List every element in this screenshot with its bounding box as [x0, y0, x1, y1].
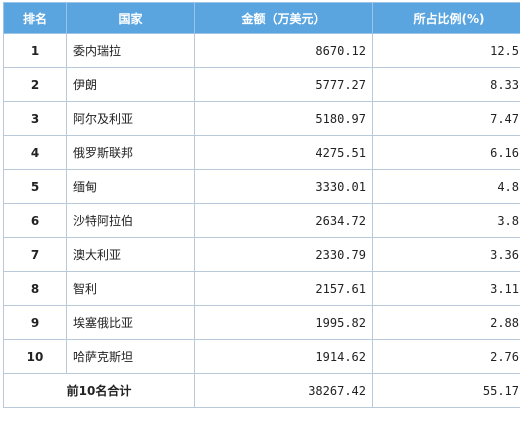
country-cell: 俄罗斯联邦	[66, 135, 195, 170]
country-cell: 澳大利亚	[66, 237, 195, 272]
table-row: 5 缅甸 3330.01 4.8	[3, 169, 520, 204]
share-cell: 6.16	[372, 135, 520, 170]
share-cell: 2.88	[372, 305, 520, 340]
total-share: 55.17	[372, 373, 520, 408]
amount-cell: 2634.72	[194, 203, 373, 238]
share-cell: 2.76	[372, 339, 520, 374]
header-country: 国家	[66, 2, 195, 34]
table-row: 6 沙特阿拉伯 2634.72 3.8	[3, 203, 520, 238]
country-cell: 委内瑞拉	[66, 33, 195, 68]
amount-cell: 5777.27	[194, 67, 373, 102]
header-row: 排名 国家 金额（万美元） 所占比例(%)	[3, 2, 520, 34]
amount-cell: 5180.97	[194, 101, 373, 136]
amount-cell: 3330.01	[194, 169, 373, 204]
share-cell: 3.8	[372, 203, 520, 238]
table-row: 8 智利 2157.61 3.11	[3, 271, 520, 306]
country-cell: 沙特阿拉伯	[66, 203, 195, 238]
rank-cell: 3	[3, 101, 67, 136]
table-row: 7 澳大利亚 2330.79 3.36	[3, 237, 520, 272]
amount-cell: 2330.79	[194, 237, 373, 272]
table-row: 1 委内瑞拉 8670.12 12.5	[3, 33, 520, 68]
header-amount: 金额（万美元）	[194, 2, 373, 34]
rank-cell: 2	[3, 67, 67, 102]
share-cell: 4.8	[372, 169, 520, 204]
share-cell: 12.5	[372, 33, 520, 68]
country-cell: 伊朗	[66, 67, 195, 102]
rank-cell: 8	[3, 271, 67, 306]
rank-cell: 5	[3, 169, 67, 204]
amount-cell: 4275.51	[194, 135, 373, 170]
share-cell: 3.36	[372, 237, 520, 272]
country-cell: 智利	[66, 271, 195, 306]
share-cell: 7.47	[372, 101, 520, 136]
amount-cell: 1995.82	[194, 305, 373, 340]
country-cell: 阿尔及利亚	[66, 101, 195, 136]
rank-cell: 1	[3, 33, 67, 68]
total-label: 前10名合计	[3, 373, 195, 408]
total-row: 前10名合计 38267.42 55.17	[3, 373, 520, 408]
rank-cell: 7	[3, 237, 67, 272]
table-row: 10 哈萨克斯坦 1914.62 2.76	[3, 339, 520, 374]
share-cell: 3.11	[372, 271, 520, 306]
amount-cell: 8670.12	[194, 33, 373, 68]
table-row: 4 俄罗斯联邦 4275.51 6.16	[3, 135, 520, 170]
rank-cell: 6	[3, 203, 67, 238]
header-share: 所占比例(%)	[372, 2, 520, 34]
amount-cell: 1914.62	[194, 339, 373, 374]
ranking-table: 排名 国家 金额（万美元） 所占比例(%) 1 委内瑞拉 8670.12 12.5 2 伊…	[3, 2, 520, 408]
table-body: 1 委内瑞拉 8670.12 12.5 2 伊朗 5777.27 8.33 3 阿尔及利亚 5180…	[3, 33, 520, 374]
table-row: 9 埃塞俄比亚 1995.82 2.88	[3, 305, 520, 340]
rank-cell: 10	[3, 339, 67, 374]
rank-cell: 4	[3, 135, 67, 170]
table-footer: 前10名合计 38267.42 55.17	[3, 373, 520, 408]
total-amount: 38267.42	[194, 373, 373, 408]
table-row: 2 伊朗 5777.27 8.33	[3, 67, 520, 102]
amount-cell: 2157.61	[194, 271, 373, 306]
share-cell: 8.33	[372, 67, 520, 102]
data-table-container: 排名 国家 金额（万美元） 所占比例(%) 1 委内瑞拉 8670.12 12.5 2 伊…	[3, 2, 520, 408]
rank-cell: 9	[3, 305, 67, 340]
country-cell: 哈萨克斯坦	[66, 339, 195, 374]
country-cell: 埃塞俄比亚	[66, 305, 195, 340]
table-header: 排名 国家 金额（万美元） 所占比例(%)	[3, 2, 520, 34]
table-row: 3 阿尔及利亚 5180.97 7.47	[3, 101, 520, 136]
country-cell: 缅甸	[66, 169, 195, 204]
header-rank: 排名	[3, 2, 67, 34]
